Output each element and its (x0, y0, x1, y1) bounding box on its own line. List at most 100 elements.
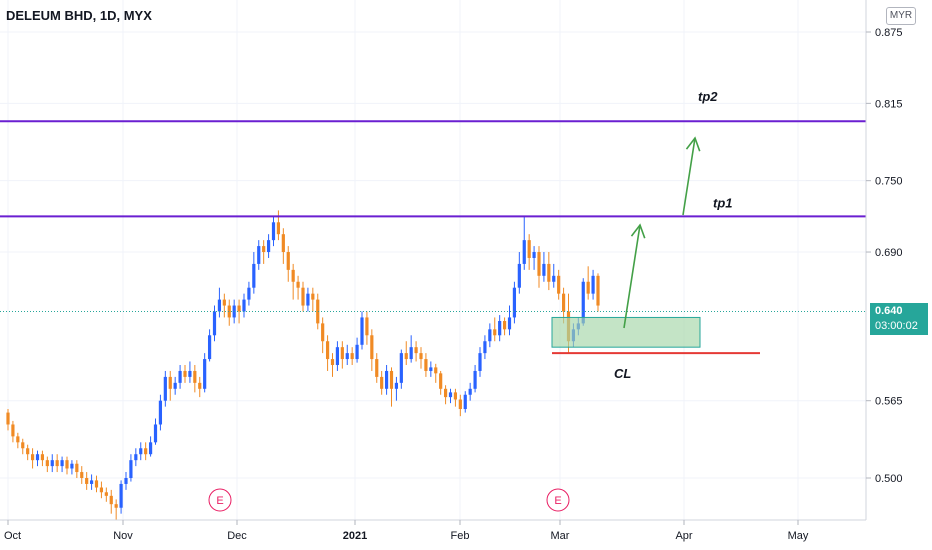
candle-body (483, 341, 486, 353)
price-tick-label: 0.500 (875, 473, 903, 485)
entry-zone (552, 317, 700, 347)
candle-body (341, 347, 344, 359)
candle-body (60, 460, 63, 466)
candle-body (596, 276, 599, 306)
candle-body (439, 373, 442, 388)
candle-body (488, 329, 491, 341)
time-tick-label: Apr (675, 530, 692, 542)
price-tick-label: 0.815 (875, 98, 903, 110)
candle-body (262, 246, 265, 252)
candle-body (557, 276, 560, 294)
candle-body (296, 282, 299, 288)
currency-button[interactable]: MYR (886, 7, 916, 25)
candle-body (252, 264, 255, 288)
candle-body (459, 400, 462, 410)
candle-body (203, 359, 206, 389)
candle-body (188, 371, 191, 377)
candle-body (65, 460, 68, 468)
candle-body (375, 359, 378, 377)
candle-body (247, 288, 250, 300)
candle-body (552, 276, 555, 282)
candle-body (380, 377, 383, 389)
candle-body (321, 323, 324, 341)
candle-body (464, 395, 467, 409)
candle-body (213, 311, 216, 335)
candle-body (237, 306, 240, 312)
candle-body (129, 460, 132, 478)
time-tick-label: Dec (227, 530, 247, 542)
candle-body (208, 335, 211, 359)
candle-body (164, 377, 167, 401)
candle-body (124, 478, 127, 484)
candle-body (41, 454, 44, 460)
price-tick-label: 0.565 (875, 396, 903, 408)
candle-body (301, 288, 304, 306)
time-tick-label: 2021 (343, 530, 367, 542)
time-tick-label: Feb (451, 530, 470, 542)
candle-body (508, 317, 511, 329)
time-tick-label: Mar (551, 530, 570, 542)
candle-body (169, 377, 172, 389)
candle-body (31, 454, 34, 460)
candle-body (85, 478, 88, 484)
candle-body (355, 345, 358, 359)
last-price-label: 0.640 03:00:02 (870, 303, 928, 335)
candle-body (395, 383, 398, 389)
candle-body (518, 264, 521, 288)
candle-body (410, 347, 413, 359)
candle-body (562, 294, 565, 312)
candle-body (105, 492, 108, 496)
candle-body (223, 300, 226, 306)
candle-body (385, 371, 388, 389)
candle-body (174, 383, 177, 389)
cl-label: CL (614, 366, 631, 381)
candle-body (183, 371, 186, 377)
candle-body (110, 496, 113, 504)
candle-body (218, 300, 221, 312)
candle-body (419, 353, 422, 359)
candle-body (95, 480, 98, 487)
candle-body (326, 341, 329, 359)
candle-body (493, 329, 496, 335)
candle-body (351, 353, 354, 359)
candle-body (90, 480, 93, 484)
candle-body (469, 389, 472, 395)
candle-body (159, 401, 162, 425)
candle-body (56, 460, 59, 466)
earnings-event-label: E (554, 495, 561, 507)
candle-body (513, 288, 516, 318)
candle-body (193, 371, 196, 383)
candle-body (267, 240, 270, 252)
candle-body (434, 367, 437, 373)
candle-body (591, 276, 594, 294)
candle-body (542, 264, 545, 276)
candle-body (6, 413, 9, 425)
candle-body (405, 353, 408, 359)
candle-body (587, 282, 590, 294)
candle-body (198, 383, 201, 389)
candle-body (11, 424, 14, 436)
candle-body (336, 347, 339, 365)
candle-body (414, 347, 417, 353)
candle-body (532, 252, 535, 258)
last-price-value: 0.640 (870, 303, 928, 319)
candle-body (80, 472, 83, 478)
candle-body (390, 371, 393, 389)
candle-body (134, 454, 137, 460)
candle-body (16, 436, 19, 442)
candle-body (424, 359, 427, 371)
candle-body (100, 488, 103, 493)
candle-body (51, 460, 54, 466)
candle-body (360, 317, 363, 344)
candle-body (503, 321, 506, 329)
tp1-label: tp1 (713, 195, 733, 210)
candle-body (311, 294, 314, 300)
candle-body (400, 353, 403, 383)
candle-body (26, 448, 29, 454)
time-tick-label: May (788, 530, 809, 542)
bar-countdown: 03:00:02 (870, 319, 928, 334)
time-tick-label: Oct (4, 530, 21, 542)
candle-body (473, 371, 476, 389)
